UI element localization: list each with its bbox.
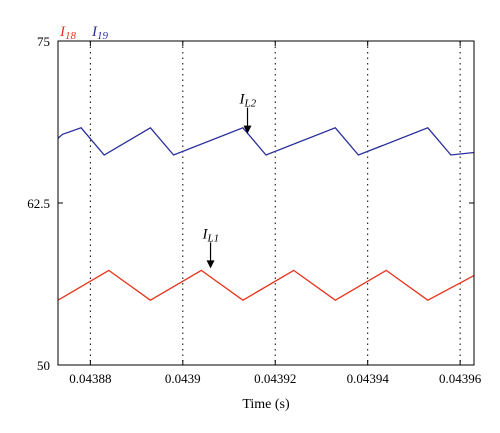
- x-tick-label-0: 0.04388: [69, 371, 111, 386]
- annotation-arrowhead-il2: [243, 125, 252, 134]
- x-axis-label: Time (s): [242, 397, 290, 412]
- x-tick-label-2: 0.04392: [254, 371, 296, 386]
- legend: I18 I19: [59, 24, 109, 42]
- y-tick-label-2: 75: [37, 34, 50, 49]
- plot-frame: [57, 40, 475, 366]
- x-tick-label-1: 0.0439: [165, 371, 201, 386]
- annotation-label-il2: IL2: [239, 92, 257, 110]
- legend-i19-sub: 19: [97, 30, 109, 42]
- x-tick-label-3: 0.04394: [347, 371, 390, 386]
- series-line-i19: [57, 126, 475, 156]
- legend-label-i19: I19: [91, 24, 109, 42]
- series-layer: [57, 126, 475, 301]
- y-tick-label-0: 50: [37, 358, 50, 373]
- annotation-label-il1: IL1: [202, 226, 220, 244]
- annotation-layer: IL1 IL2: [202, 92, 257, 269]
- grid-layer: [89, 41, 461, 365]
- x-tick-label-4: 0.04396: [439, 371, 482, 386]
- legend-i18-main: I: [59, 24, 66, 40]
- legend-i18-sub: 18: [65, 30, 77, 42]
- legend-label-i18: I18: [59, 24, 77, 42]
- tick-layer: 0.04388 0.0439 0.04392 0.04394 0.04396 50 62.5…: [27, 34, 482, 386]
- legend-i19-main: I: [91, 24, 98, 40]
- series-line-i18: [57, 269, 475, 301]
- y-tick-label-1: 62.5: [27, 196, 50, 211]
- annotation-arrowhead-il1: [206, 260, 215, 269]
